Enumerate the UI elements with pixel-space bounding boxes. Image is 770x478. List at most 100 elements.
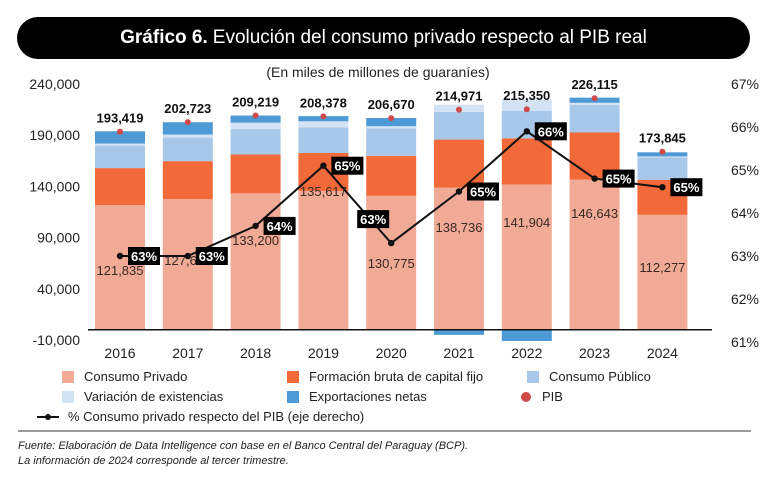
pib-value-label: 214,971 [436, 89, 483, 104]
consumo-privado-value-label: 146,643 [571, 206, 618, 221]
right-axis-tick-label: 62% [731, 291, 759, 307]
pib-marker [252, 112, 259, 119]
percent-label: 64% [267, 219, 293, 234]
percent-line-marker [591, 175, 598, 182]
legend-item-percent-line: % Consumo privado respecto del PIB (eje … [36, 409, 364, 424]
percent-label: 65% [470, 185, 496, 200]
consumo-publico-segment [230, 128, 281, 155]
percent-label: 63% [131, 249, 157, 264]
pib-marker [591, 95, 598, 102]
consumo-privado-segment [637, 214, 688, 330]
percent-line-group: 63% 63% 64% 65% 63% 65% 66% 65% 65% [116, 122, 703, 265]
right-axis: 67% 66% 65% 64% 63% 62% 61% [731, 76, 759, 350]
legend-item-fbcf: Formación bruta de capital fijo [287, 369, 483, 384]
chart-title-bold: Gráfico 6. [120, 27, 208, 48]
pib-marker [456, 106, 462, 113]
right-axis-tick-label: 61% [731, 334, 759, 350]
variacion-existencias-segment [95, 143, 145, 146]
x-axis-tick-label: 2024 [647, 345, 678, 360]
exportaciones-netas-segment [366, 118, 417, 127]
x-axis-tick-label: 2022 [511, 345, 542, 360]
exportaciones-netas-segment [501, 329, 552, 342]
variacion-existencias-segment [162, 134, 213, 138]
percent-label-box [670, 178, 703, 197]
percent-line-marker [116, 252, 124, 260]
legend-label: % Consumo privado respecto del PIB (eje … [68, 409, 365, 424]
percent-label-box [263, 216, 296, 235]
legend-item-consumo-publico: Consumo Público [527, 369, 651, 384]
footer-divider [18, 430, 751, 432]
consumo-publico-segment [366, 128, 417, 156]
pib-value-label: 215,350 [503, 88, 550, 103]
exportaciones-netas-segment [230, 115, 281, 123]
percent-label-box [331, 156, 364, 175]
percent-label: 63% [199, 249, 225, 264]
legend-item-pib: PIB [520, 389, 563, 404]
consumo-privado-value-label: 112,277 [639, 260, 685, 275]
variacion-existencias-segment [501, 99, 552, 111]
consumo-privado-value-label: 133,200 [232, 233, 279, 248]
legend-swatch-consumo-publico [527, 370, 539, 383]
right-axis-tick-label: 66% [731, 119, 759, 135]
exportaciones-netas-segment [95, 131, 145, 144]
right-axis-tick-label: 64% [731, 205, 759, 221]
chart-subtitle: (En miles de millones de guaraníes) [266, 64, 489, 80]
source-note: Fuente: Elaboración de Data Intelligence… [18, 440, 469, 452]
consumo-publico-segment [298, 127, 349, 154]
consumo-privado-value-label: 138,736 [436, 220, 483, 235]
percent-line-marker [659, 184, 666, 191]
variacion-existencias-segment [366, 126, 417, 129]
period-note: La información de 2024 corresponde al te… [18, 455, 289, 467]
x-axis-tick-label: 2023 [579, 345, 610, 360]
variacion-existencias-segment [569, 102, 620, 105]
percent-line-marker [184, 252, 191, 260]
pib-marker [184, 119, 191, 126]
consumo-privado-segment [434, 187, 484, 330]
x-axis-labels: 2016 2017 2018 2019 2020 2021 2022 2023 2024 [104, 345, 678, 360]
percent-line-marker [388, 239, 395, 247]
pib-value-label: 206,670 [368, 97, 415, 112]
consumo-privado-value-label: 130,775 [368, 256, 415, 271]
right-axis-tick-label: 65% [731, 162, 759, 178]
x-axis-tick-label: 2018 [240, 345, 271, 360]
consumo-privado-segment [501, 184, 552, 330]
percent-label-box [357, 210, 390, 229]
percent-label: 65% [606, 172, 632, 187]
x-axis-tick-label: 2016 [104, 345, 135, 360]
percent-label-box [602, 169, 635, 188]
pib-value-label: 193,419 [97, 111, 144, 126]
legend-swatch-fbcf [287, 370, 299, 383]
pib-marker [117, 128, 123, 135]
right-axis-tick-label: 63% [731, 248, 759, 264]
exportaciones-netas-segment [162, 122, 213, 135]
percent-label: 65% [334, 159, 360, 174]
legend-swatch-exportaciones-netas [287, 390, 299, 403]
consumo-privado-segment [230, 193, 281, 330]
consumo-publico-segment [434, 111, 484, 140]
left-axis-tick-label: -10,000 [33, 332, 81, 348]
legend-label: Consumo Público [549, 369, 651, 384]
fbcf-segment [230, 154, 281, 194]
legend-label: Exportaciones netas [309, 389, 427, 404]
legend-item-variacion-existencias: Variación de existencias [62, 389, 223, 404]
x-axis-tick-label: 2021 [443, 345, 474, 360]
left-axis: 240,000 190,000 140,000 90,000 40,000 -10,000 [29, 76, 80, 348]
left-axis-tick-label: 40,000 [37, 281, 80, 297]
left-axis-tick-label: 240,000 [29, 76, 80, 92]
pib-value-label: 226,115 [571, 77, 617, 92]
x-axis-tick-label: 2017 [172, 345, 203, 360]
legend-label: Consumo Privado [84, 369, 188, 384]
pib-value-label: 208,378 [300, 95, 347, 110]
consumo-publico-segment [95, 145, 145, 169]
legend-label: PIB [542, 389, 563, 404]
consumo-publico-segment [637, 157, 688, 180]
fbcf-segment [95, 168, 145, 206]
legend-dot-pib [521, 391, 531, 402]
pib-marker [388, 115, 395, 122]
percent-label: 65% [673, 180, 699, 195]
percent-line-marker [523, 128, 530, 135]
percent-label-box [467, 182, 499, 201]
consumo-privado-segment [569, 179, 620, 330]
right-axis-tick-label: 67% [731, 76, 759, 92]
fbcf-segment [501, 138, 552, 185]
